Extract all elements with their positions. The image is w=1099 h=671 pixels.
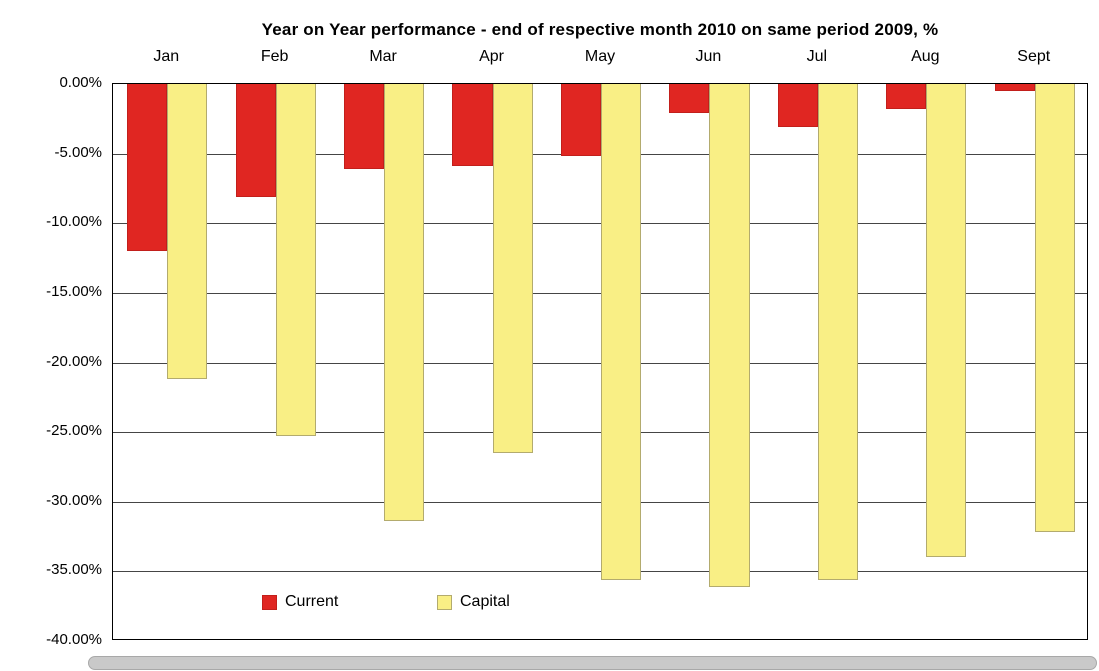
legend-swatch-capital (437, 594, 452, 610)
bar-current-may (560, 84, 601, 157)
bar-current-jul (777, 84, 818, 128)
chart-title: Year on Year performance - end of respec… (261, 20, 939, 39)
bar-current-aug (886, 84, 927, 110)
bar-current-apr (452, 84, 493, 167)
legend-label-capital: Capital (460, 593, 510, 610)
bar-current-feb (235, 84, 276, 197)
legend-label-current: Current (285, 593, 339, 610)
bar-current-jun (669, 84, 710, 114)
x-category-label: Sept (1017, 48, 1051, 65)
gridline (113, 292, 1087, 294)
gridline (113, 571, 1087, 573)
legend-item-capital: Capital (437, 593, 510, 611)
bar-capital-sept (1034, 84, 1075, 533)
x-category-label: Jul (806, 48, 828, 65)
bar-capital-jul (817, 84, 858, 580)
bar-capital-apr (492, 84, 533, 453)
y-tick-label: -20.00% (46, 352, 102, 370)
bar-current-mar (343, 84, 385, 169)
y-tick-label: -15.00% (46, 282, 102, 300)
gridline (113, 223, 1087, 225)
x-category-label: Mar (369, 48, 397, 65)
y-tick-label: -30.00% (46, 491, 102, 509)
x-category-label: Aug (911, 48, 940, 65)
gridline (113, 501, 1087, 503)
bar-capital-jan (167, 84, 208, 380)
bar-capital-feb (275, 84, 316, 437)
bar-capital-may (601, 84, 642, 580)
y-tick-label: -5.00% (54, 143, 102, 161)
x-category-label: Jun (695, 48, 722, 65)
plot-area (112, 83, 1088, 640)
bar-capital-aug (926, 84, 967, 558)
y-tick-label: -25.00% (46, 422, 102, 440)
y-tick-label: -40.00% (46, 631, 102, 648)
gridline (113, 362, 1087, 364)
y-tick-label: -10.00% (46, 213, 102, 231)
bar-current-sept (994, 84, 1035, 91)
bar-capital-mar (384, 84, 425, 522)
x-category-label: Apr (479, 48, 504, 65)
legend-item-current: Current (262, 593, 338, 611)
x-category-label: Jan (153, 48, 180, 65)
bar-capital-jun (709, 84, 750, 587)
y-tick-label: -35.00% (46, 561, 102, 579)
window-bottom-bar (88, 656, 1097, 670)
y-tick-label: 0.00% (59, 74, 102, 91)
x-category-label: Feb (260, 48, 289, 65)
x-category-label: May (584, 48, 616, 65)
bar-current-jan (127, 84, 168, 252)
gridline (113, 432, 1087, 434)
legend-swatch-current (262, 594, 277, 610)
